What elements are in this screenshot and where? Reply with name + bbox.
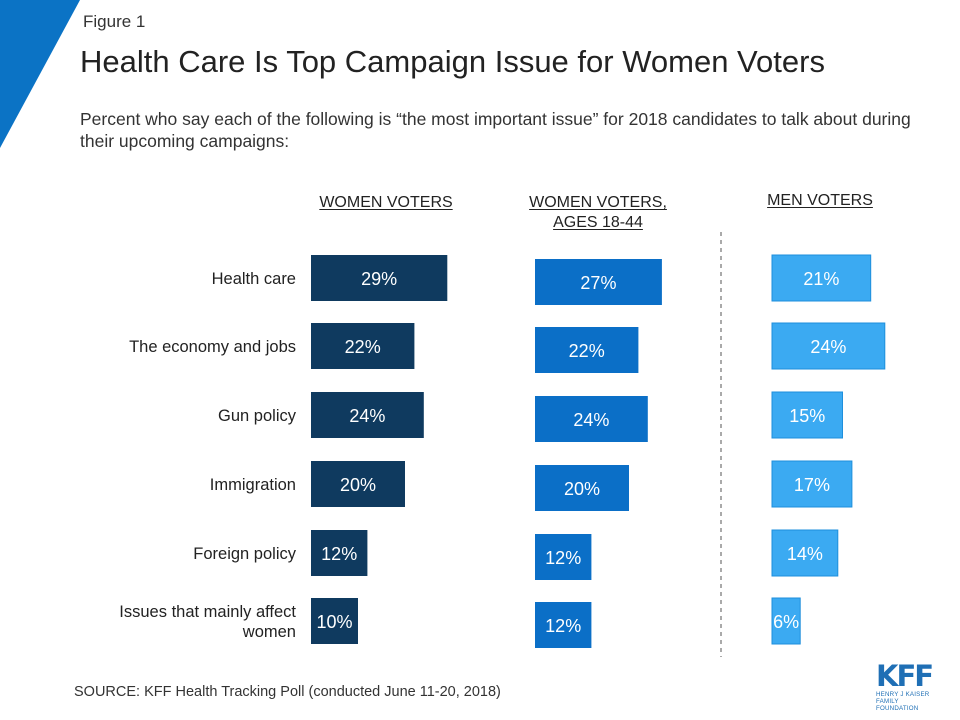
bar-value-label: 15%: [789, 406, 825, 426]
bar-value-label: 20%: [340, 475, 376, 495]
bar: [311, 461, 405, 507]
figure-label: Figure 1: [83, 12, 146, 31]
bar: [311, 598, 358, 644]
kff-logo: KFF HENRY J KAISER FAMILY FOUNDATION: [876, 659, 940, 712]
bar: [535, 396, 648, 442]
bar-value-label: 14%: [787, 544, 823, 564]
bar-value-label: 27%: [580, 273, 616, 293]
bar-value-label: 6%: [773, 612, 799, 632]
chart-subtitle: Percent who say each of the following is…: [80, 109, 911, 151]
column-header-women-18-44: WOMEN VOTERS, AGES 18-44: [529, 194, 667, 231]
category-label: The economy and jobs: [129, 338, 296, 356]
bar: [771, 254, 872, 302]
bar: [771, 597, 801, 645]
bar: [771, 460, 853, 508]
bar: [311, 323, 415, 369]
bar-value-label: 24%: [573, 410, 609, 430]
logo-line-1: HENRY J KAISER: [876, 691, 930, 698]
bar: [771, 322, 886, 370]
bar: [535, 465, 629, 511]
bar-value-label: 12%: [545, 548, 581, 568]
bar: [535, 259, 662, 305]
bar-value-label: 29%: [361, 269, 397, 289]
bar-value-label: 10%: [316, 612, 352, 632]
bar: [535, 602, 592, 648]
bar: [535, 327, 639, 373]
logo-mark: KFF: [876, 659, 934, 693]
category-label: Issues that mainly affect women: [119, 603, 296, 641]
category-label: Foreign policy: [193, 545, 296, 563]
bar-value-label: 22%: [569, 341, 605, 361]
bar-value-label: 21%: [803, 269, 839, 289]
bar: [311, 392, 424, 438]
bar: [311, 530, 368, 576]
chart-title: Health Care Is Top Campaign Issue for Wo…: [80, 44, 825, 79]
bar: [771, 391, 843, 439]
logo-line-2: FAMILY FOUNDATION: [876, 698, 919, 712]
column-header-men-voters: MEN VOTERS: [767, 192, 873, 209]
bar-value-label: 24%: [349, 406, 385, 426]
category-label: Gun policy: [218, 407, 297, 425]
category-label: Immigration: [210, 476, 296, 494]
bar-value-label: 12%: [321, 544, 357, 564]
category-label: Health care: [212, 270, 296, 288]
bar-value-label: 20%: [564, 479, 600, 499]
corner-accent: [0, 0, 80, 148]
bar-value-label: 12%: [545, 616, 581, 636]
bar-value-label: 17%: [794, 475, 830, 495]
bar-value-label: 22%: [345, 337, 381, 357]
bar: [535, 534, 592, 580]
bar: [771, 529, 839, 577]
source-note: SOURCE: KFF Health Tracking Poll (conduc…: [74, 684, 501, 700]
column-header-women-voters: WOMEN VOTERS: [319, 194, 453, 211]
bar-value-label: 24%: [810, 337, 846, 357]
bar: [311, 255, 448, 301]
